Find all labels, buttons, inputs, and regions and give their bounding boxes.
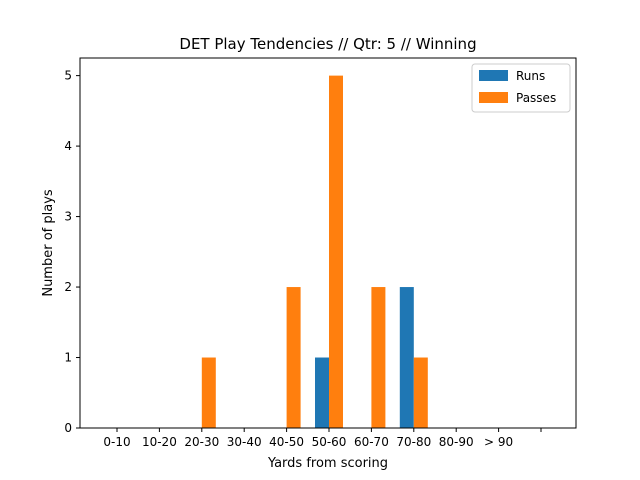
y-tick-label: 2 [64, 280, 72, 294]
x-axis-label: Yards from scoring [267, 456, 388, 471]
y-tick-label: 4 [64, 139, 72, 153]
bar-passes-20-30 [201, 357, 216, 428]
y-tick-label: 1 [64, 351, 72, 365]
y-tick-label: 5 [64, 69, 72, 83]
x-tick-label: 70-80 [396, 435, 431, 449]
x-tick-label: 20-30 [184, 435, 219, 449]
x-tick-label: 10-20 [142, 435, 177, 449]
y-axis-label: Number of plays [41, 189, 56, 297]
bars-group [201, 75, 428, 429]
bar-runs-70-80 [399, 287, 414, 428]
bar-runs-50-60 [315, 357, 329, 428]
legend: Runs Passes [471, 63, 571, 113]
bar-passes-50-60 [329, 75, 343, 429]
x-tick-label: 30-40 [227, 435, 262, 449]
legend-label-passes: Passes [516, 91, 556, 105]
x-tick-label: 50-60 [312, 435, 347, 449]
x-tick-label: 0-10 [103, 435, 130, 449]
bar-passes-60-70 [371, 287, 386, 428]
x-tick-label: > 90 [484, 435, 513, 449]
legend-label-runs: Runs [516, 69, 545, 83]
x-tick-label: 60-70 [354, 435, 389, 449]
x-tick-label: 40-50 [269, 435, 304, 449]
chart-title: DET Play Tendencies // Qtr: 5 // Winning [179, 35, 476, 53]
y-tick-label: 3 [64, 210, 72, 224]
x-tick-label: 80-90 [439, 435, 474, 449]
y-tick-label: 0 [64, 421, 72, 435]
y-axis-ticks: 0 1 2 3 4 5 [64, 69, 80, 435]
x-axis-ticks: 0-10 10-20 20-30 30-40 40-50 50-60 60-70 70-80 8… [103, 428, 542, 449]
plot-frame [79, 57, 577, 429]
bar-passes-40-50 [286, 287, 301, 428]
legend-swatch-passes [479, 92, 508, 103]
bar-passes-70-80 [413, 357, 428, 428]
legend-swatch-runs [479, 70, 508, 81]
